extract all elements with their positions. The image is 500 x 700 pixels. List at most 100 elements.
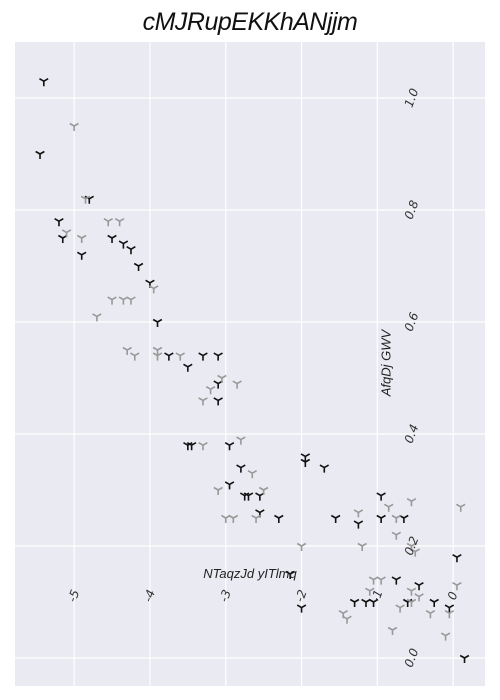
data-point <box>353 520 364 529</box>
data-point <box>247 470 258 479</box>
data-point <box>213 352 223 361</box>
data-point <box>440 632 451 641</box>
data-point <box>126 246 136 255</box>
data-point <box>118 240 129 249</box>
tick-labels: -5 -4 -3 -2 -1 00.00.20.40.60.81.0 <box>65 86 461 669</box>
data-point <box>406 498 417 507</box>
y-tick-label: 1.0 <box>402 86 422 109</box>
data-point <box>258 486 269 495</box>
y-tick-label: 0.8 <box>402 198 422 221</box>
data-point <box>148 285 159 294</box>
data-point <box>164 352 174 361</box>
data-point <box>152 352 163 361</box>
data-point <box>217 374 227 383</box>
data-point <box>383 503 394 512</box>
data-point <box>130 352 140 361</box>
data-point <box>455 503 466 512</box>
data-point <box>213 486 223 495</box>
data-point <box>319 464 330 473</box>
data-point <box>224 442 235 451</box>
data-point <box>444 604 455 613</box>
data-point <box>368 598 379 607</box>
data-point <box>126 296 136 305</box>
chart-title: cMJRupEKKhANjjm <box>142 8 358 36</box>
data-point <box>391 514 402 523</box>
data-point <box>349 598 360 607</box>
data-point <box>330 514 341 523</box>
y-axis-label: AfqDj GWV <box>378 328 393 397</box>
x-tick-label: -4 <box>141 588 158 604</box>
data-point <box>357 542 367 551</box>
plot-background <box>15 42 485 686</box>
y-tick-label: 0.4 <box>402 422 422 445</box>
data-point <box>198 397 208 406</box>
data-point <box>122 346 132 355</box>
data-point <box>35 150 45 159</box>
data-point <box>406 598 417 607</box>
data-point <box>300 453 311 462</box>
data-point <box>107 234 117 243</box>
data-point <box>69 122 79 131</box>
data-point <box>152 318 163 327</box>
data-point <box>228 514 239 523</box>
data-point <box>429 598 439 607</box>
data-point <box>376 514 386 523</box>
data-point <box>251 514 261 523</box>
data-point <box>186 442 197 451</box>
data-point <box>243 492 254 501</box>
data-point <box>198 442 208 451</box>
data-point <box>353 509 364 518</box>
data-point <box>205 386 216 395</box>
data-point <box>376 492 386 501</box>
data-point <box>387 626 398 635</box>
data-point <box>39 78 49 87</box>
data-point <box>300 458 311 467</box>
data-point <box>395 604 405 613</box>
y-tick-label: 0.6 <box>402 310 422 333</box>
data-point <box>296 604 307 613</box>
data-point <box>76 251 87 260</box>
data-point <box>444 610 455 619</box>
x-tick-label: -2 <box>292 588 309 604</box>
data-point <box>296 542 307 551</box>
data-point <box>103 218 113 227</box>
data-point <box>175 352 186 361</box>
data-point <box>342 615 352 624</box>
data-point <box>410 548 421 557</box>
data-point <box>213 397 223 406</box>
x-axis-label: NTaqzJd yITlmq <box>203 566 297 581</box>
data-point <box>183 363 193 372</box>
data-point <box>232 380 242 389</box>
x-tick-label: -1 <box>368 588 385 604</box>
data-point <box>76 234 87 243</box>
grid-lines <box>15 42 485 686</box>
data-point <box>391 531 402 540</box>
data-point <box>80 195 91 204</box>
y-tick-label: 0.0 <box>402 646 422 669</box>
data-point <box>391 576 402 585</box>
data-point <box>285 570 295 579</box>
data-point <box>114 218 125 227</box>
data-points <box>35 78 470 663</box>
data-point <box>365 587 375 596</box>
x-tick-label: -3 <box>217 588 234 604</box>
data-point <box>376 576 386 585</box>
data-point <box>452 554 462 563</box>
data-point <box>414 582 424 591</box>
data-point <box>152 346 163 355</box>
data-point <box>224 481 235 490</box>
data-point <box>414 593 424 602</box>
data-point <box>452 582 462 591</box>
data-point <box>406 587 417 596</box>
data-point <box>236 436 246 445</box>
data-point <box>274 514 284 523</box>
data-point <box>61 229 72 238</box>
data-point <box>236 464 246 473</box>
data-point <box>107 296 117 305</box>
data-point <box>425 610 436 619</box>
data-point <box>92 313 102 322</box>
data-point <box>198 352 208 361</box>
y-tick-label: 0.2 <box>402 534 422 557</box>
data-point <box>54 218 64 227</box>
